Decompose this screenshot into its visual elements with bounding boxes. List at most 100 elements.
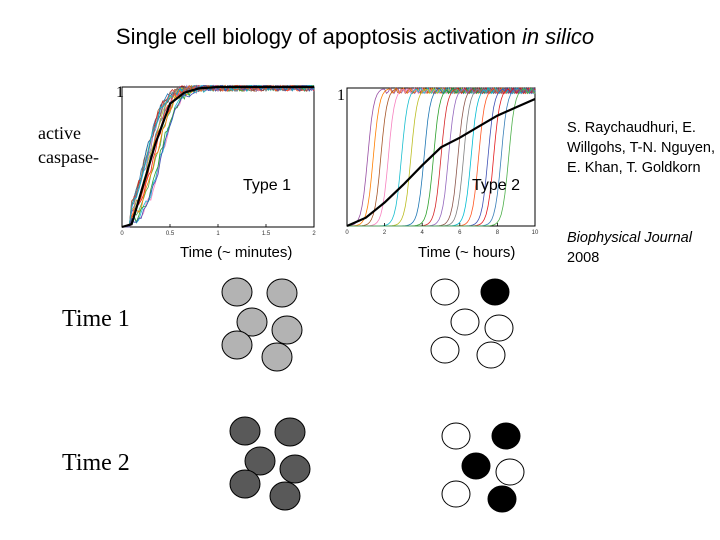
cells-type2-time2 — [441, 422, 525, 513]
type2-label: Type 2 — [472, 177, 521, 194]
cell — [266, 278, 298, 308]
type1-x-ticks: 0 0.5 1 1.5 2 — [120, 224, 316, 237]
type1-trace — [122, 84, 315, 228]
type1-trace — [122, 84, 315, 228]
type2-trace — [347, 87, 536, 227]
type1-trace — [122, 84, 315, 228]
cell — [221, 330, 253, 360]
type1-trace — [122, 84, 315, 228]
type2-x-ticks: 0 2 4 6 8 10 — [345, 223, 539, 236]
cell — [221, 277, 253, 307]
cells-type1-time2 — [229, 416, 311, 511]
x-tick-label: 1 — [216, 231, 220, 237]
cells-type1-time1 — [221, 277, 303, 372]
cell — [441, 480, 471, 508]
type2-trace — [347, 87, 536, 227]
type1-trace — [122, 84, 315, 228]
type1-trace — [122, 84, 315, 228]
x-tick-label: 0.5 — [166, 231, 175, 237]
type2-trace — [347, 87, 536, 227]
type1-time-label: Time (~ minutes) — [180, 244, 293, 261]
type1-trace — [122, 84, 315, 228]
type2-trace — [347, 87, 536, 227]
cell — [229, 469, 261, 499]
type1-single-cell-traces — [122, 84, 315, 228]
row-label-time1: Time 1 — [62, 306, 130, 332]
x-tick-label: 2 — [312, 231, 316, 237]
cell — [236, 307, 268, 337]
type1-trace — [122, 84, 315, 228]
type1-trace — [122, 84, 315, 228]
cell — [261, 342, 293, 372]
cell — [480, 278, 510, 306]
cell — [495, 458, 525, 486]
x-tick-label: 6 — [458, 230, 462, 236]
slide-title: Single cell biology of apoptosis activat… — [0, 24, 720, 50]
type2-trace — [347, 87, 536, 227]
title-main-text: Single cell biology of apoptosis activat… — [115, 24, 522, 49]
type2-trace — [347, 87, 536, 227]
type1-trace — [122, 84, 315, 228]
y-max-label-right: 1 — [337, 87, 345, 104]
cell — [279, 454, 311, 484]
type1-trace — [122, 84, 315, 228]
type2-trace — [347, 87, 536, 227]
type2-trace — [346, 87, 536, 227]
row-label-time2: Time 2 — [62, 450, 130, 476]
type1-label: Type 1 — [243, 177, 292, 194]
type1-trace — [122, 84, 315, 228]
x-tick-label: 10 — [532, 230, 539, 236]
y-axis-label-line1: active — [38, 123, 81, 143]
cell — [491, 422, 521, 450]
cell — [244, 446, 276, 476]
cell — [271, 315, 303, 345]
y-axis-label: active caspase- — [38, 121, 99, 169]
cell — [450, 308, 480, 336]
type2-time-label: Time (~ hours) — [418, 244, 516, 261]
type1-trace — [122, 84, 315, 228]
cell — [441, 422, 471, 450]
cell — [484, 314, 514, 342]
type2-trace — [347, 87, 536, 227]
type1-trace — [122, 84, 315, 228]
cell — [229, 416, 261, 446]
cell — [487, 485, 517, 513]
type1-mean-curve — [121, 85, 314, 229]
citation-authors: S. Raychaudhuri, E. Willgohs, T-N. Nguye… — [567, 120, 716, 176]
journal-year: 2008 — [567, 250, 600, 266]
type2-mean-curve — [346, 97, 536, 228]
x-tick-label: 2 — [383, 230, 387, 236]
cell — [274, 417, 306, 447]
title-italic-text: in silico — [521, 24, 595, 49]
cell — [461, 452, 491, 480]
type2-trace — [347, 87, 536, 227]
cell — [430, 336, 460, 364]
type2-single-cell-traces — [346, 87, 536, 227]
type1-trace — [122, 84, 315, 228]
cells-type2-time1 — [430, 278, 514, 369]
x-tick-label: 4 — [421, 230, 425, 236]
type2-trace — [347, 87, 536, 227]
cell — [269, 481, 301, 511]
type2-trace — [347, 87, 536, 227]
x-tick-label: 1.5 — [262, 231, 271, 237]
type2-trace — [346, 87, 536, 227]
type2-trace — [347, 87, 536, 227]
cell — [430, 278, 460, 306]
x-tick-label: 0 — [120, 231, 124, 237]
type1-trace — [122, 84, 315, 228]
type1-plot-frame — [121, 86, 315, 228]
type1-trace — [122, 84, 314, 228]
journal-citation: Biophysical Journal 2008 — [567, 228, 717, 268]
x-tick-label: 8 — [496, 230, 500, 236]
type2-trace — [347, 87, 536, 227]
type2-trace — [347, 87, 536, 227]
type2-trace — [347, 87, 536, 227]
type2-trace — [347, 87, 536, 227]
type2-plot-frame — [346, 87, 536, 227]
journal-name: Biophysical Journal — [567, 230, 692, 246]
cell — [476, 341, 506, 369]
x-tick-label: 0 — [345, 230, 349, 236]
y-axis-label-line2: caspase- — [38, 147, 99, 167]
type1-trace — [122, 84, 315, 228]
